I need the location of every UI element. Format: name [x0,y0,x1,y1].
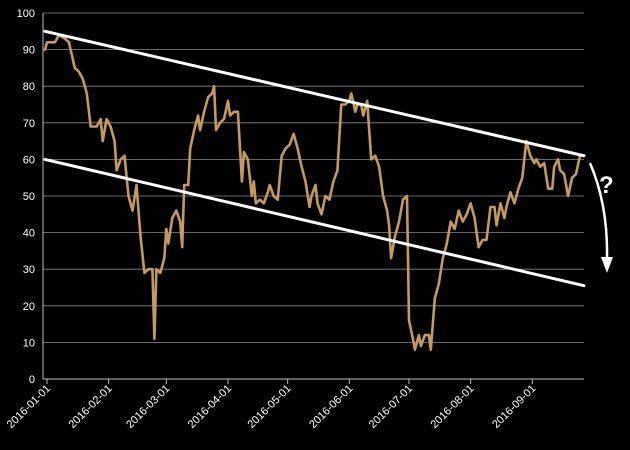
y-tick-label: 0 [29,374,35,386]
y-tick-label: 100 [17,8,35,20]
lower-trendline [43,157,586,288]
y-tick-label: 50 [23,191,35,203]
y-tick-label: 40 [23,228,35,240]
x-tick-label: 2016-02-01 [66,383,114,431]
y-tick-label: 90 [23,45,35,57]
y-tick-label: 10 [23,337,35,349]
x-tick-label: 2016-07-01 [367,383,415,431]
forecast-arrow-curve [588,162,609,259]
x-tick-label: 2016-08-01 [428,383,476,431]
annotation-layer: ? [588,162,614,273]
x-tick-label: 2016-09-01 [490,383,538,431]
y-tick-label: 20 [23,301,35,313]
forecast-arrow-head [601,257,613,273]
series-line-0 [43,33,582,352]
question-mark-annotation: ? [599,172,614,199]
x-tick-label: 2016-05-01 [245,383,293,431]
gridlines [43,12,584,343]
x-tick-label: 2016-06-01 [307,383,355,431]
x-tick-label: 2016-01-01 [5,383,53,431]
x-tick-label: 2016-04-01 [186,383,234,431]
y-tick-label: 80 [23,81,35,93]
y-tick-label: 60 [23,154,35,166]
upper-trendline [43,29,586,158]
y-tick-label: 30 [23,264,35,276]
trendlines [43,29,586,288]
x-tick-labels: 2016-01-01 2016-02-01 2016-03-01 2016-04-01… [5,383,539,431]
series-layer [43,33,582,352]
x-tick-label: 2016-03-01 [124,383,172,431]
y-tick-labels: 0 10 20 30 40 50 60 70 80 90 100 [17,8,35,386]
axes [42,13,584,384]
y-tick-label: 70 [23,118,35,130]
